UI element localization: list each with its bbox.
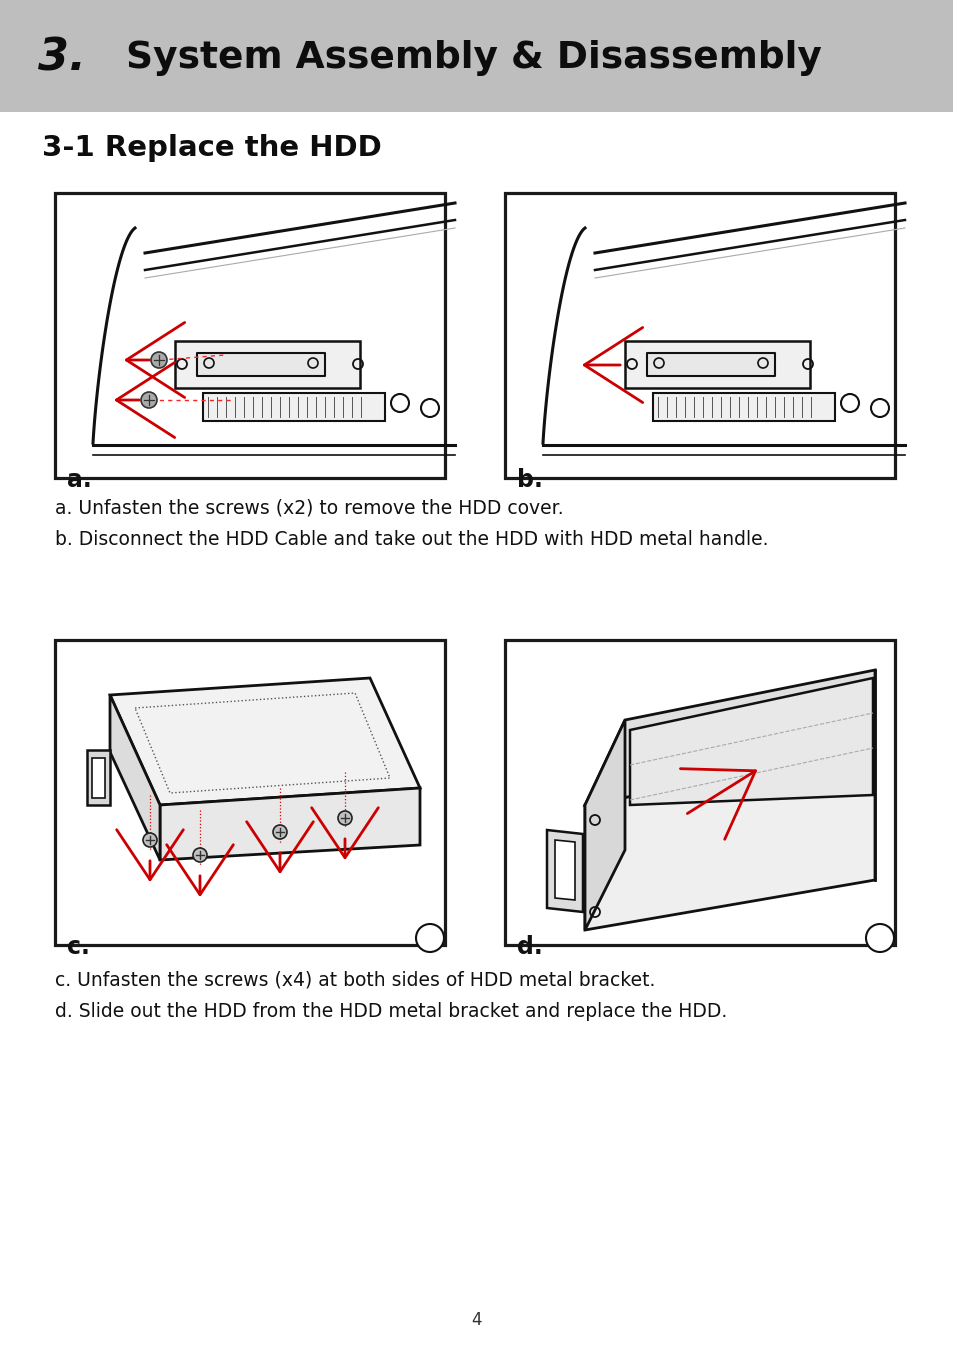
- Text: c. Unfasten the screws (x4) at both sides of HDD metal bracket.: c. Unfasten the screws (x4) at both side…: [55, 970, 655, 989]
- Text: b. Disconnect the HDD Cable and take out the HDD with HDD metal handle.: b. Disconnect the HDD Cable and take out…: [55, 530, 768, 549]
- Polygon shape: [546, 830, 582, 912]
- Circle shape: [416, 924, 443, 952]
- Polygon shape: [110, 678, 419, 805]
- Circle shape: [865, 924, 893, 952]
- Circle shape: [151, 353, 167, 367]
- Bar: [646, 353, 774, 376]
- Bar: [55, 193, 444, 478]
- Polygon shape: [629, 678, 872, 805]
- Circle shape: [391, 394, 409, 412]
- Text: d.: d.: [517, 935, 542, 959]
- Bar: [55, 640, 444, 944]
- Polygon shape: [160, 788, 419, 861]
- Text: a.: a.: [67, 467, 91, 492]
- Polygon shape: [584, 720, 624, 929]
- Circle shape: [143, 834, 157, 847]
- Circle shape: [337, 811, 352, 825]
- Bar: [504, 640, 894, 944]
- Text: 3-1 Replace the HDD: 3-1 Replace the HDD: [42, 134, 381, 162]
- Text: System Assembly & Disassembly: System Assembly & Disassembly: [100, 41, 821, 76]
- Circle shape: [141, 392, 157, 408]
- Text: a. Unfasten the screws (x2) to remove the HDD cover.: a. Unfasten the screws (x2) to remove th…: [55, 499, 563, 517]
- Text: 3.: 3.: [38, 36, 86, 80]
- Circle shape: [870, 399, 888, 417]
- Polygon shape: [555, 840, 575, 900]
- Circle shape: [420, 399, 438, 417]
- Bar: [0, 0, 953, 112]
- Text: c.: c.: [67, 935, 90, 959]
- Bar: [196, 353, 325, 376]
- Polygon shape: [584, 750, 874, 929]
- Polygon shape: [91, 758, 105, 798]
- Bar: [203, 393, 385, 422]
- Bar: [504, 193, 894, 478]
- Polygon shape: [87, 750, 110, 805]
- Text: b.: b.: [517, 467, 542, 492]
- Circle shape: [841, 394, 858, 412]
- Polygon shape: [110, 694, 160, 861]
- Polygon shape: [584, 670, 874, 805]
- Bar: [174, 340, 359, 388]
- Bar: [624, 340, 809, 388]
- Text: 4: 4: [471, 1310, 482, 1329]
- Circle shape: [273, 825, 287, 839]
- Bar: [652, 393, 834, 422]
- Text: d. Slide out the HDD from the HDD metal bracket and replace the HDD.: d. Slide out the HDD from the HDD metal …: [55, 1002, 726, 1021]
- Circle shape: [193, 848, 207, 862]
